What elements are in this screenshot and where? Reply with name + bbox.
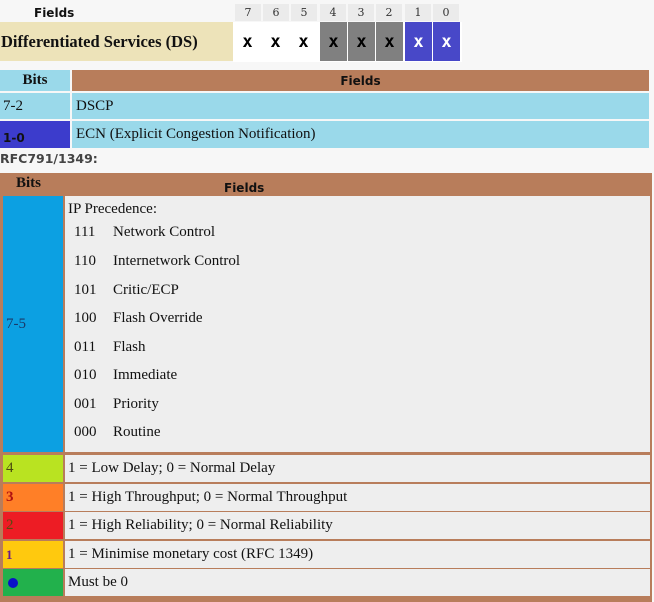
bit-position-7: 7 [235, 4, 261, 21]
bit-position-0: 0 [433, 4, 459, 21]
precedence-cell [65, 196, 650, 452]
bit-position-6: 6 [263, 4, 289, 21]
ds-row-bits-dscp: 7-2 [0, 93, 70, 119]
tos-field-reserved: Must be 0 [65, 569, 650, 596]
precedence-name: Routine [113, 424, 161, 440]
precedence-code: 110 [74, 253, 96, 269]
bit-value-1: x [405, 22, 432, 61]
precedence-bits: 7-5 [3, 196, 63, 452]
precedence-code: 101 [74, 282, 97, 298]
bit-position-5: 5 [291, 4, 317, 21]
precedence-title: IP Precedence: [68, 201, 157, 217]
precedence-name: Priority [113, 396, 159, 412]
precedence-code: 000 [74, 424, 97, 440]
bit-value-3: x [348, 22, 375, 61]
ds-fields-label: Fields [34, 6, 75, 20]
tos-table-bits-header: Bits [16, 175, 42, 191]
tos-field-delay: 1 = Low Delay; 0 = Normal Delay [65, 455, 650, 482]
bit-position-3: 3 [348, 4, 374, 21]
tos-field-throughput: 1 = High Throughput; 0 = Normal Throughp… [65, 484, 650, 511]
tos-bits-1: 1 [3, 541, 63, 568]
precedence-code: 010 [74, 367, 97, 383]
filled-dot-icon [8, 577, 18, 588]
bit-value-6: x [262, 22, 289, 61]
ds-title: Differentiated Services (DS) [0, 22, 233, 61]
ds-table-fields-header: Fields [72, 70, 649, 91]
bit-value-7: x [234, 22, 261, 61]
rfc-label: RFC791/1349: [0, 151, 98, 166]
tos-field-reliability: 1 = High Reliability; 0 = Normal Reliabi… [65, 512, 650, 539]
bit-value-4: x [320, 22, 347, 61]
bit-position-4: 4 [320, 4, 346, 21]
precedence-name: Flash Override [113, 310, 203, 326]
ds-table-bits-header: Bits [0, 70, 70, 91]
precedence-name: Internetwork Control [113, 253, 241, 269]
tos-field-cost: 1 = Minimise monetary cost (RFC 1349) [65, 541, 650, 568]
precedence-code: 100 [74, 310, 97, 326]
precedence-code: 011 [74, 339, 96, 355]
precedence-name: Critic/ECP [113, 282, 179, 298]
ds-row-field-ecn: ECN (Explicit Congestion Notification) [72, 121, 649, 148]
ds-row-field-dscp: DSCP [72, 93, 649, 119]
precedence-name: Immediate [113, 367, 178, 383]
precedence-name: Network Control [113, 224, 216, 240]
bit-value-5: x [290, 22, 317, 61]
tos-bits-3: 3 [3, 484, 63, 511]
tos-bits-0 [3, 569, 63, 596]
precedence-name: Flash [113, 339, 146, 355]
tos-bits-2: 2 [3, 512, 63, 539]
bit-position-2: 2 [376, 4, 402, 21]
tos-bits-4: 4 [3, 455, 63, 482]
bit-value-2: x [376, 22, 403, 61]
bit-value-0: x [433, 22, 460, 61]
tos-table-fields-header: Fields [224, 181, 265, 195]
bit-position-1: 1 [405, 4, 431, 21]
precedence-code: 001 [74, 396, 97, 412]
ds-row-bits-ecn: 1-0 [0, 121, 70, 148]
precedence-code: 111 [74, 224, 96, 240]
